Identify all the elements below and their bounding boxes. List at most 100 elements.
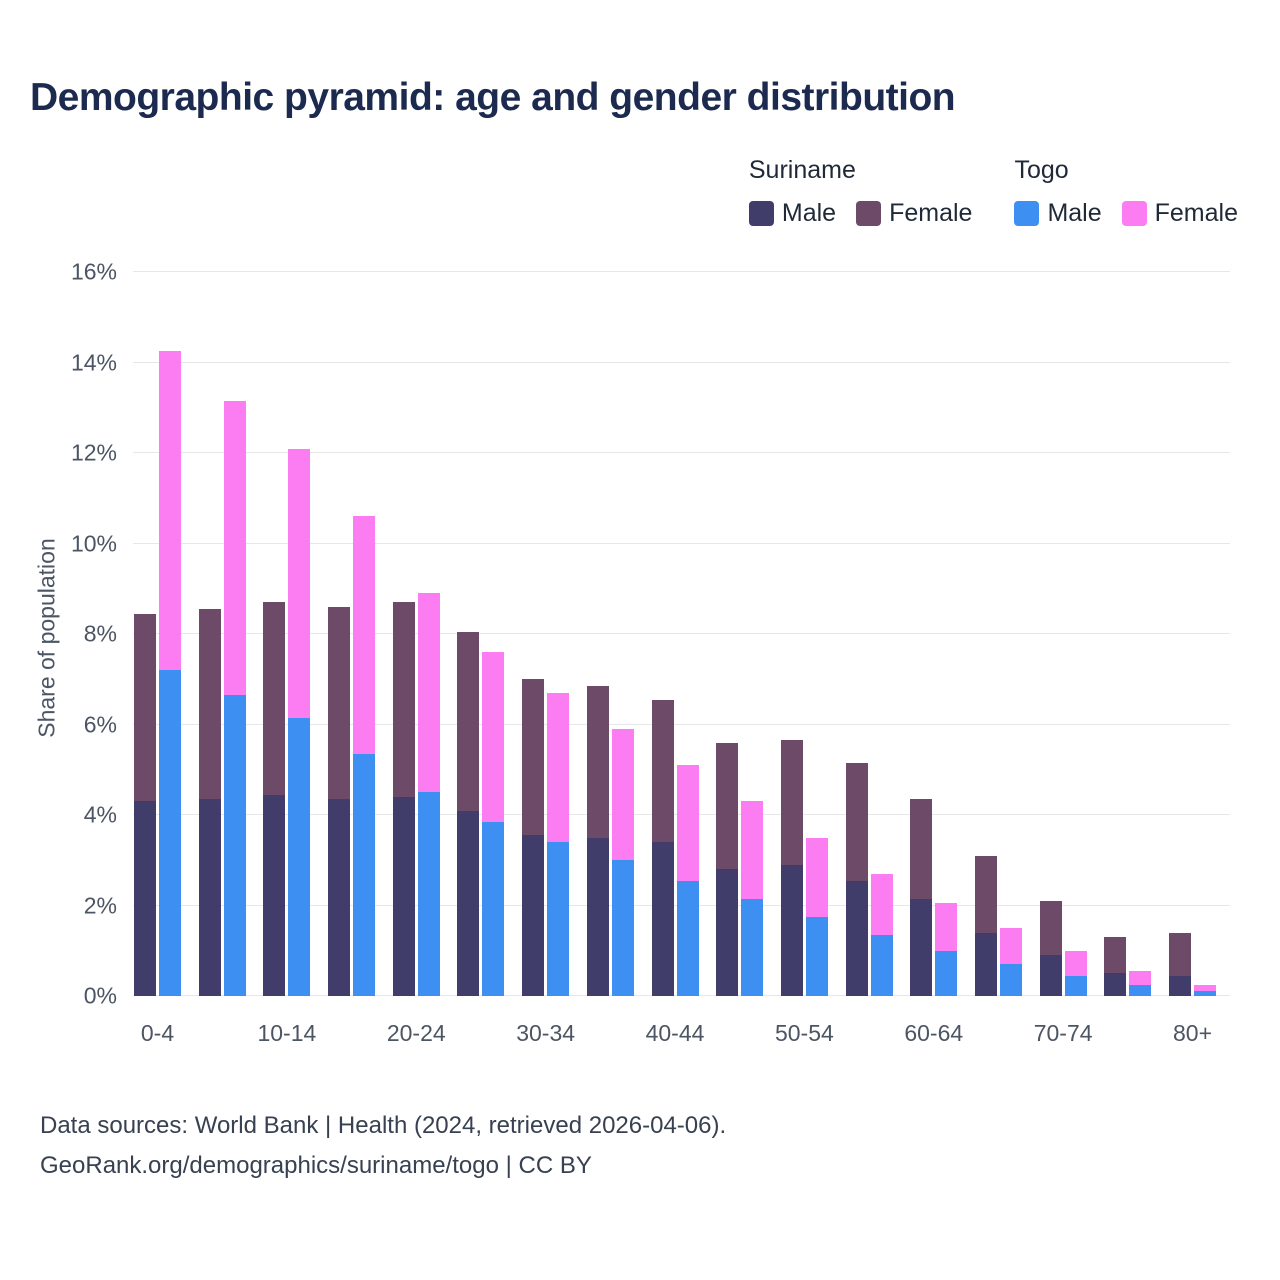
gridline xyxy=(133,633,1230,634)
bar-segment-togo-male xyxy=(353,753,376,996)
x-tick-label xyxy=(587,1020,634,1047)
legend-items: Male Female xyxy=(748,199,972,228)
bar-segment-togo-male xyxy=(1064,975,1087,996)
bar-group xyxy=(457,631,505,996)
bar-group xyxy=(1039,901,1087,996)
bar-group xyxy=(910,799,958,996)
stacked-bar xyxy=(651,699,674,996)
bar-segment-suriname-male xyxy=(651,842,674,996)
x-tick-label: 40-44 xyxy=(645,1020,705,1046)
bar-segment-togo-female xyxy=(353,516,376,754)
bar-segment-suriname-male xyxy=(457,810,480,996)
bar-segment-suriname-male xyxy=(974,932,997,996)
stacked-bar xyxy=(159,351,181,996)
stacked-bar xyxy=(353,516,376,996)
bar-segment-suriname-male xyxy=(198,799,221,996)
bar-group xyxy=(328,516,376,996)
legend-group-suriname: Suriname Male Female xyxy=(748,156,972,228)
x-tick-label xyxy=(975,1020,1022,1047)
plot-area: 0-4 10-14 20-24 30-34 40-44 50-54 60-64 70-74 80… xyxy=(71,259,1230,1046)
stacked-bar xyxy=(805,837,828,996)
bar-segment-togo-male xyxy=(741,898,764,996)
bar-segment-togo-female xyxy=(1064,950,1087,976)
bar-segment-togo-male xyxy=(1194,990,1216,996)
bar-segment-togo-male xyxy=(1129,984,1152,996)
bar-segment-togo-female xyxy=(999,928,1022,965)
bar-segment-suriname-male xyxy=(1169,975,1191,996)
stacked-bar xyxy=(392,602,415,996)
bar-segment-suriname-female xyxy=(457,631,480,811)
bar-segment-togo-male xyxy=(870,934,893,996)
y-tick-label: 4% xyxy=(83,801,117,828)
bar-segment-togo-male xyxy=(547,842,570,996)
stacked-bar xyxy=(676,765,699,996)
x-tick-label xyxy=(199,1020,246,1047)
bar-segment-suriname-female xyxy=(716,742,739,870)
gridline xyxy=(133,723,1230,725)
stacked-bar xyxy=(547,692,570,996)
stacked-bar xyxy=(741,801,764,996)
bar-segment-togo-male xyxy=(288,717,311,996)
stacked-bar xyxy=(522,679,545,996)
gridline xyxy=(133,452,1230,453)
legend-item-togo-female: Female xyxy=(1121,199,1238,228)
stacked-bar xyxy=(780,740,803,996)
bar-group xyxy=(392,593,440,996)
bar-segment-togo-female xyxy=(482,652,505,822)
chart-title: Demographic pyramid: age and gender dist… xyxy=(30,76,956,119)
bar-segment-suriname-female xyxy=(392,602,415,797)
bar-group xyxy=(1169,932,1216,996)
bar-segment-togo-female xyxy=(935,903,958,951)
x-tick-label xyxy=(328,1020,375,1047)
y-tick-label: 2% xyxy=(83,892,117,918)
legend-label: Male xyxy=(781,199,837,227)
stacked-bar xyxy=(870,873,893,996)
x-tick-label: 20-24 xyxy=(386,1020,446,1046)
bar-segment-suriname-female xyxy=(198,609,221,800)
bar-group xyxy=(845,762,893,996)
bar-segment-togo-female xyxy=(870,873,893,935)
stacked-bar xyxy=(263,602,286,996)
legend-swatch-suriname-male xyxy=(748,201,774,226)
legend-label: Female xyxy=(889,199,973,227)
bar-group xyxy=(198,401,246,996)
bar-group xyxy=(522,679,570,996)
stacked-bar xyxy=(611,729,634,996)
y-tick-label: 6% xyxy=(83,711,117,737)
bar-segment-suriname-female xyxy=(910,799,933,899)
bar-segment-togo-male xyxy=(159,670,181,996)
bar-segment-suriname-male xyxy=(780,864,803,996)
bar-group xyxy=(586,686,634,996)
stacked-bar xyxy=(482,652,505,996)
stacked-bar xyxy=(134,613,156,996)
x-tick-label: 30-34 xyxy=(516,1020,576,1046)
stacked-bar xyxy=(417,593,440,996)
stacked-bar xyxy=(586,686,609,996)
stacked-bar xyxy=(457,631,480,996)
legend-item-suriname-male: Male xyxy=(748,199,837,228)
bar-segment-suriname-female xyxy=(263,602,286,795)
bar-segment-togo-female xyxy=(676,765,699,881)
x-axis-labels: 0-4 10-14 20-24 30-34 40-44 50-54 60-64 70-74 80… xyxy=(134,1020,1216,1047)
y-axis-title: Share of population xyxy=(33,538,60,738)
bar-segment-togo-male xyxy=(482,821,505,996)
bar-segment-suriname-male xyxy=(845,880,868,996)
legend-items: Male Female xyxy=(1014,199,1238,228)
stacked-bar xyxy=(974,855,997,996)
bar-segment-suriname-female xyxy=(586,686,609,838)
bar-segment-togo-male xyxy=(805,916,828,996)
legend-item-suriname-female: Female xyxy=(856,199,972,228)
bar-segment-suriname-male xyxy=(134,801,156,996)
footer-attribution: GeoRank.org/demographics/suriname/togo |… xyxy=(40,1152,592,1179)
bar-segment-suriname-female xyxy=(1104,937,1127,974)
x-tick-label: 60-64 xyxy=(904,1020,964,1046)
bar-segment-togo-female xyxy=(159,351,181,671)
bar-segment-suriname-female xyxy=(1169,932,1191,976)
legend-label: Male xyxy=(1047,199,1102,227)
gridline xyxy=(133,271,1230,272)
x-tick-label: 10-14 xyxy=(257,1020,317,1046)
bar-segment-suriname-female xyxy=(522,679,545,836)
x-tick-label: 0-4 xyxy=(140,1020,175,1046)
bar-segment-togo-female xyxy=(1129,971,1152,985)
